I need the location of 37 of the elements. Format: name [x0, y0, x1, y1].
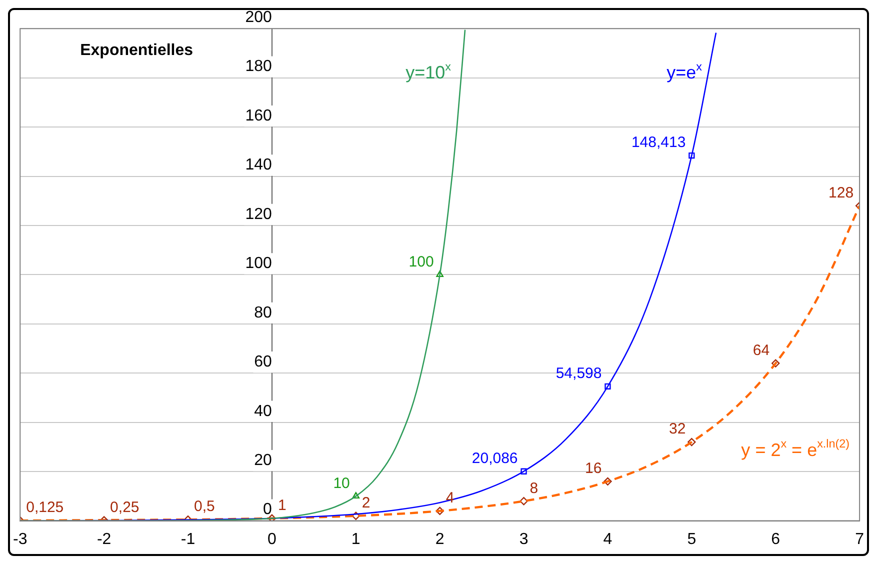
y-tick-label: 200 [245, 9, 272, 26]
x-tick-label: 7 [855, 530, 864, 548]
data-label: 100 [408, 253, 434, 270]
x-tick-label: -2 [96, 530, 112, 548]
x-tick-label: 3 [519, 530, 528, 548]
y-tick-label: 60 [254, 354, 272, 371]
data-label: 20,086 [472, 450, 518, 468]
data-label: 8 [530, 480, 538, 497]
x-tick-label: 1 [351, 530, 360, 548]
data-label: 0,5 [194, 498, 215, 516]
y-tick-label: 40 [254, 402, 272, 420]
y-tick-label: 180 [245, 58, 272, 76]
x-tick-label: 4 [603, 530, 612, 548]
x-tick-label: -1 [180, 530, 196, 548]
y-tick-label: 160 [245, 107, 272, 124]
data-label: 128 [828, 184, 854, 202]
text: Exponentielles [80, 42, 194, 60]
data-label: 16 [585, 460, 602, 478]
data-label: 1 [278, 496, 286, 514]
data-label: 64 [752, 342, 770, 359]
y-tick-label: 140 [245, 156, 272, 174]
data-label: 148,413 [631, 134, 686, 152]
data-label: 10 [333, 474, 350, 492]
y-tick-label: 80 [254, 304, 272, 322]
y-tick-label: 0 [263, 501, 272, 518]
data-label: 32 [668, 420, 686, 438]
data-label: 0,25 [110, 498, 140, 516]
data-label: 0,125 [26, 499, 64, 516]
y-tick-label: 20 [254, 452, 272, 469]
x-tick-label: 2 [435, 530, 444, 548]
data-label: 54,598 [556, 365, 602, 382]
x-tick-label: 6 [771, 530, 780, 548]
y-tick-label: 120 [245, 206, 272, 223]
data-label: 2 [362, 494, 370, 512]
x-tick-label: 5 [687, 530, 696, 548]
x-tick-label: -3 [12, 530, 28, 548]
y-tick-label: 100 [245, 255, 272, 272]
